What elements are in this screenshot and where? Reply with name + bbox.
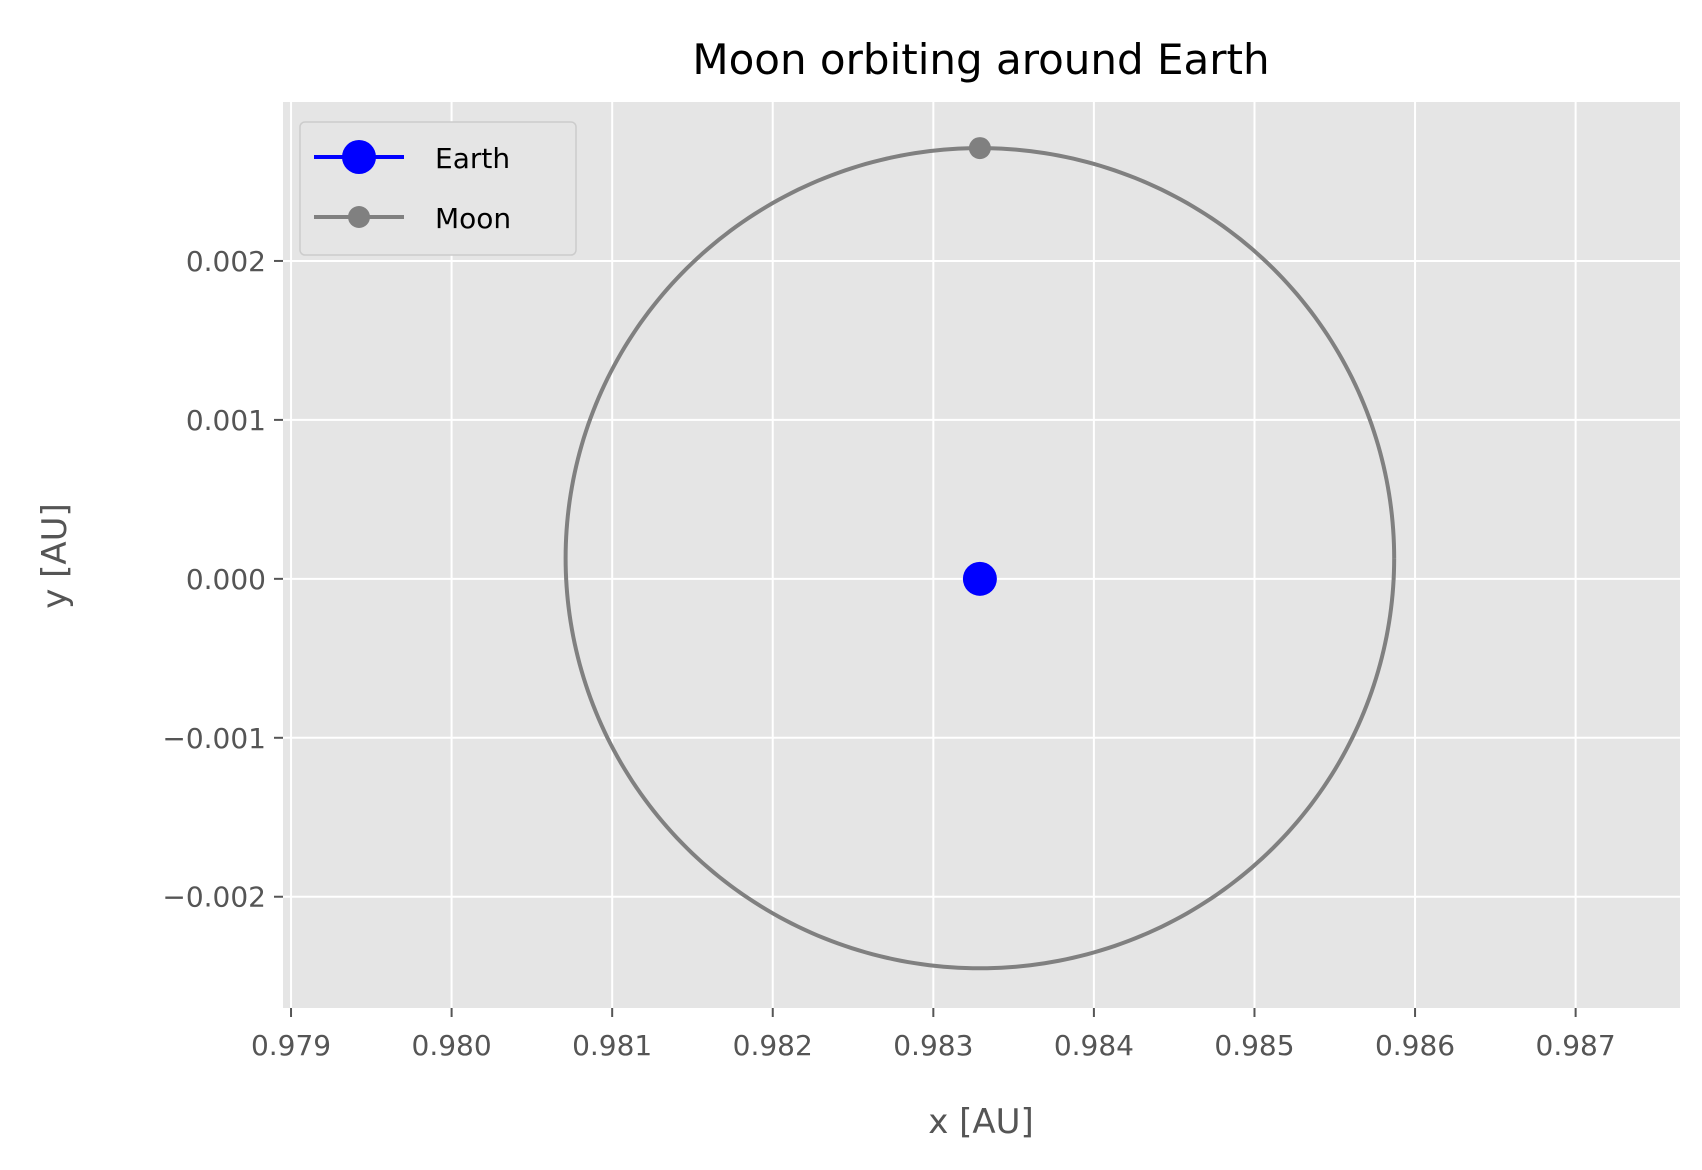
y-axis: −0.002 −0.001 0.000 0.001 0.002 bbox=[162, 245, 283, 914]
y-axis-label: y [AU] bbox=[35, 503, 75, 609]
series-layer bbox=[563, 137, 1397, 971]
x-tick-label: 0.983 bbox=[893, 1029, 973, 1062]
x-tick-label: 0.980 bbox=[412, 1029, 492, 1062]
earth-marker bbox=[962, 561, 997, 596]
x-tick-label: 0.979 bbox=[251, 1029, 331, 1062]
legend-moon-marker bbox=[348, 206, 370, 228]
moon-orbit-line bbox=[563, 146, 1397, 971]
legend-earth-label: Earth bbox=[435, 142, 510, 175]
moon-marker bbox=[968, 137, 991, 160]
x-tick-label: 0.981 bbox=[572, 1029, 652, 1062]
y-tick-label: 0.002 bbox=[186, 245, 266, 278]
x-tick-label: 0.986 bbox=[1375, 1029, 1455, 1062]
x-tick-label: 0.987 bbox=[1536, 1029, 1616, 1062]
y-tick-label: 0.000 bbox=[186, 563, 266, 596]
x-axis: 0.979 0.980 0.981 0.982 0.983 0.984 0.985 0.986… bbox=[251, 1008, 1616, 1062]
y-tick-label: 0.001 bbox=[186, 404, 266, 437]
x-tick-label: 0.984 bbox=[1054, 1029, 1134, 1062]
x-tick-label: 0.982 bbox=[733, 1029, 813, 1062]
legend: Earth Moon bbox=[299, 121, 577, 256]
legend-earth-marker bbox=[342, 140, 376, 174]
x-tick-label: 0.985 bbox=[1214, 1029, 1294, 1062]
chart-title: Moon orbiting around Earth bbox=[692, 35, 1269, 84]
y-tick-label: −0.001 bbox=[162, 722, 266, 755]
y-tick-label: −0.002 bbox=[162, 881, 266, 914]
legend-moon-label: Moon bbox=[435, 202, 511, 235]
x-axis-label: x [AU] bbox=[928, 1102, 1034, 1142]
